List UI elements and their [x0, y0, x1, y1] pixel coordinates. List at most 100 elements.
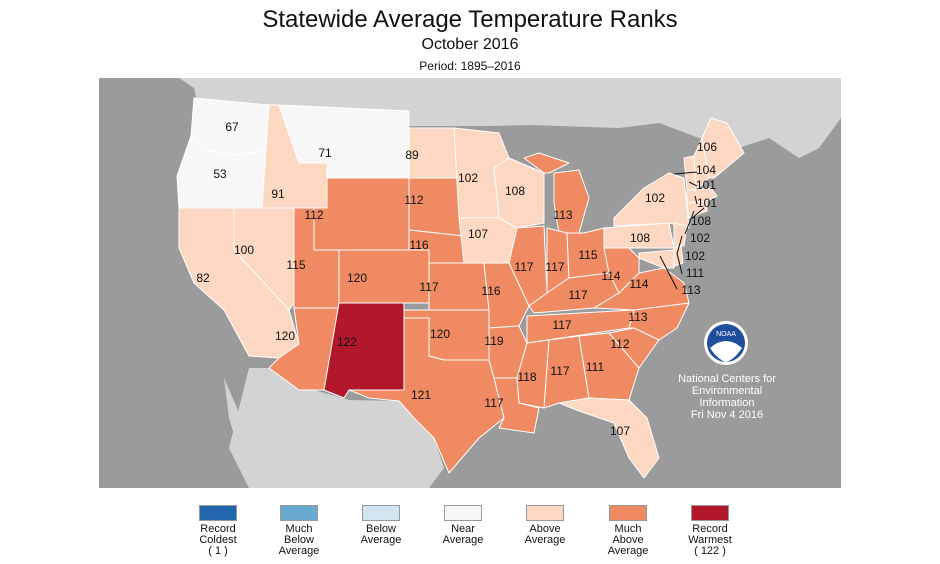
map-title: Statewide Average Temperature Ranks: [262, 6, 678, 33]
map-subtitle: October 2016: [421, 36, 519, 53]
rank-NV: 100: [234, 243, 254, 257]
leader-CT: [684, 210, 695, 235]
legend-swatch: [691, 505, 729, 521]
credit-date: Fri Nov 4 2016: [691, 409, 763, 421]
legend-above: Above Average: [500, 505, 590, 546]
rank-MO: 116: [481, 284, 500, 298]
state-WY: [313, 177, 410, 251]
rank-MA: 101: [697, 196, 717, 210]
rank-OH: 115: [578, 248, 597, 262]
rank-AL: 117: [550, 364, 569, 378]
state-MD: [638, 249, 675, 269]
rank-MN: 102: [458, 171, 478, 185]
rank-DE: 111: [686, 266, 705, 280]
leader-VT: [688, 181, 698, 187]
credit-line-1: National Centers for: [678, 373, 776, 385]
legend-label: Much Below Average: [278, 523, 320, 557]
rank-labels: 67 53 82 91 100 71 112 115 120 120 122 8…: [196, 120, 717, 438]
mexico-land: [229, 368, 444, 488]
state-TX: [348, 317, 505, 474]
legend-record-coldest: Record Coldest ( 1 ): [173, 505, 263, 557]
legend-swatch: [526, 505, 564, 521]
rank-NH: 104: [696, 163, 716, 177]
rank-MD: 113: [681, 283, 700, 297]
rank-SD: 112: [404, 193, 423, 207]
rank-WI: 108: [505, 184, 525, 198]
rank-IA: 107: [468, 227, 488, 241]
rank-CT: 102: [690, 231, 710, 245]
rank-KY: 117: [568, 288, 587, 302]
state-NJ: [673, 222, 688, 247]
baja-peninsula: [224, 378, 259, 488]
rank-FL: 107: [610, 424, 630, 438]
legend-record-warmest: Record Warmest ( 122 ): [665, 505, 755, 557]
legend-label: Record Warmest ( 122 ): [688, 523, 732, 557]
rank-CA: 82: [196, 271, 210, 285]
rank-VT: 101: [696, 178, 716, 192]
credit-line-2: Environmental: [692, 385, 762, 397]
rank-NM: 122: [337, 335, 357, 349]
rank-NE: 116: [409, 238, 428, 252]
rank-OR: 53: [213, 167, 227, 181]
label-leader-lines: [659, 171, 705, 290]
legend-much-below: Much Below Average: [254, 505, 344, 557]
state-VA: [593, 267, 690, 311]
legend-swatch: [199, 505, 237, 521]
rank-TN: 117: [552, 318, 571, 332]
legend-swatch: [280, 505, 318, 521]
rank-RI: 108: [691, 214, 711, 228]
rank-CO: 120: [347, 271, 367, 285]
leader-NH: [673, 171, 698, 175]
leader-MA: [694, 195, 698, 205]
rank-MT: 71: [318, 146, 332, 160]
rank-WY: 112: [304, 208, 323, 222]
rank-ID: 91: [271, 187, 285, 201]
noaa-logo-text: NOAA: [716, 331, 736, 338]
rank-LA: 117: [484, 396, 503, 410]
rank-ND: 89: [405, 148, 419, 162]
map-period: Period: 1895–2016: [419, 59, 521, 73]
rank-VA: 114: [629, 277, 648, 291]
rank-NY: 102: [645, 191, 665, 205]
noaa-gull-icon: [710, 341, 742, 362]
legend-swatch: [362, 505, 400, 521]
rank-GA: 111: [586, 360, 605, 374]
rank-AR: 119: [484, 334, 503, 348]
legend-below: Below Average: [336, 505, 426, 546]
state-GA: [578, 332, 640, 401]
state-MA: [686, 187, 718, 204]
rank-WV: 114: [601, 269, 620, 283]
rank-MI: 113: [553, 208, 572, 222]
rank-OK: 120: [430, 327, 450, 341]
leader-RI: [691, 207, 705, 219]
rank-IL: 117: [514, 260, 533, 274]
legend-swatch: [609, 505, 647, 521]
legend-label: Near Average: [442, 523, 484, 546]
rank-WA: 67: [225, 120, 239, 134]
rank-MS: 118: [517, 370, 536, 384]
rank-AZ: 120: [275, 329, 295, 343]
noaa-logo: NOAA: [704, 321, 748, 365]
state-FL: [558, 397, 660, 479]
legend-swatch: [444, 505, 482, 521]
leader-NJ: [676, 235, 683, 255]
leader-DE: [676, 252, 683, 275]
legend-label: Record Coldest ( 1 ): [199, 523, 237, 557]
rank-PA: 108: [630, 231, 650, 245]
canada-land: [99, 78, 841, 158]
rank-NJ: 102: [685, 249, 705, 263]
rank-ME: 106: [697, 140, 717, 154]
legend-label: Much Above Average: [607, 523, 649, 557]
rank-KS: 117: [419, 280, 438, 294]
state-WI: [493, 157, 545, 229]
rank-SC: 112: [610, 337, 629, 351]
rank-UT: 115: [286, 258, 305, 272]
us-temperature-map: 67 53 82 91 100 71 112 115 120 120 122 8…: [99, 78, 841, 488]
state-ME: [701, 117, 745, 179]
credit-line-3: Information: [699, 397, 754, 409]
legend-much-above: Much Above Average: [583, 505, 673, 557]
rank-IN: 117: [545, 260, 564, 274]
legend-near: Near Average: [418, 505, 508, 546]
legend-label: Below Average: [360, 523, 402, 546]
legend-label: Above Average: [524, 523, 566, 546]
